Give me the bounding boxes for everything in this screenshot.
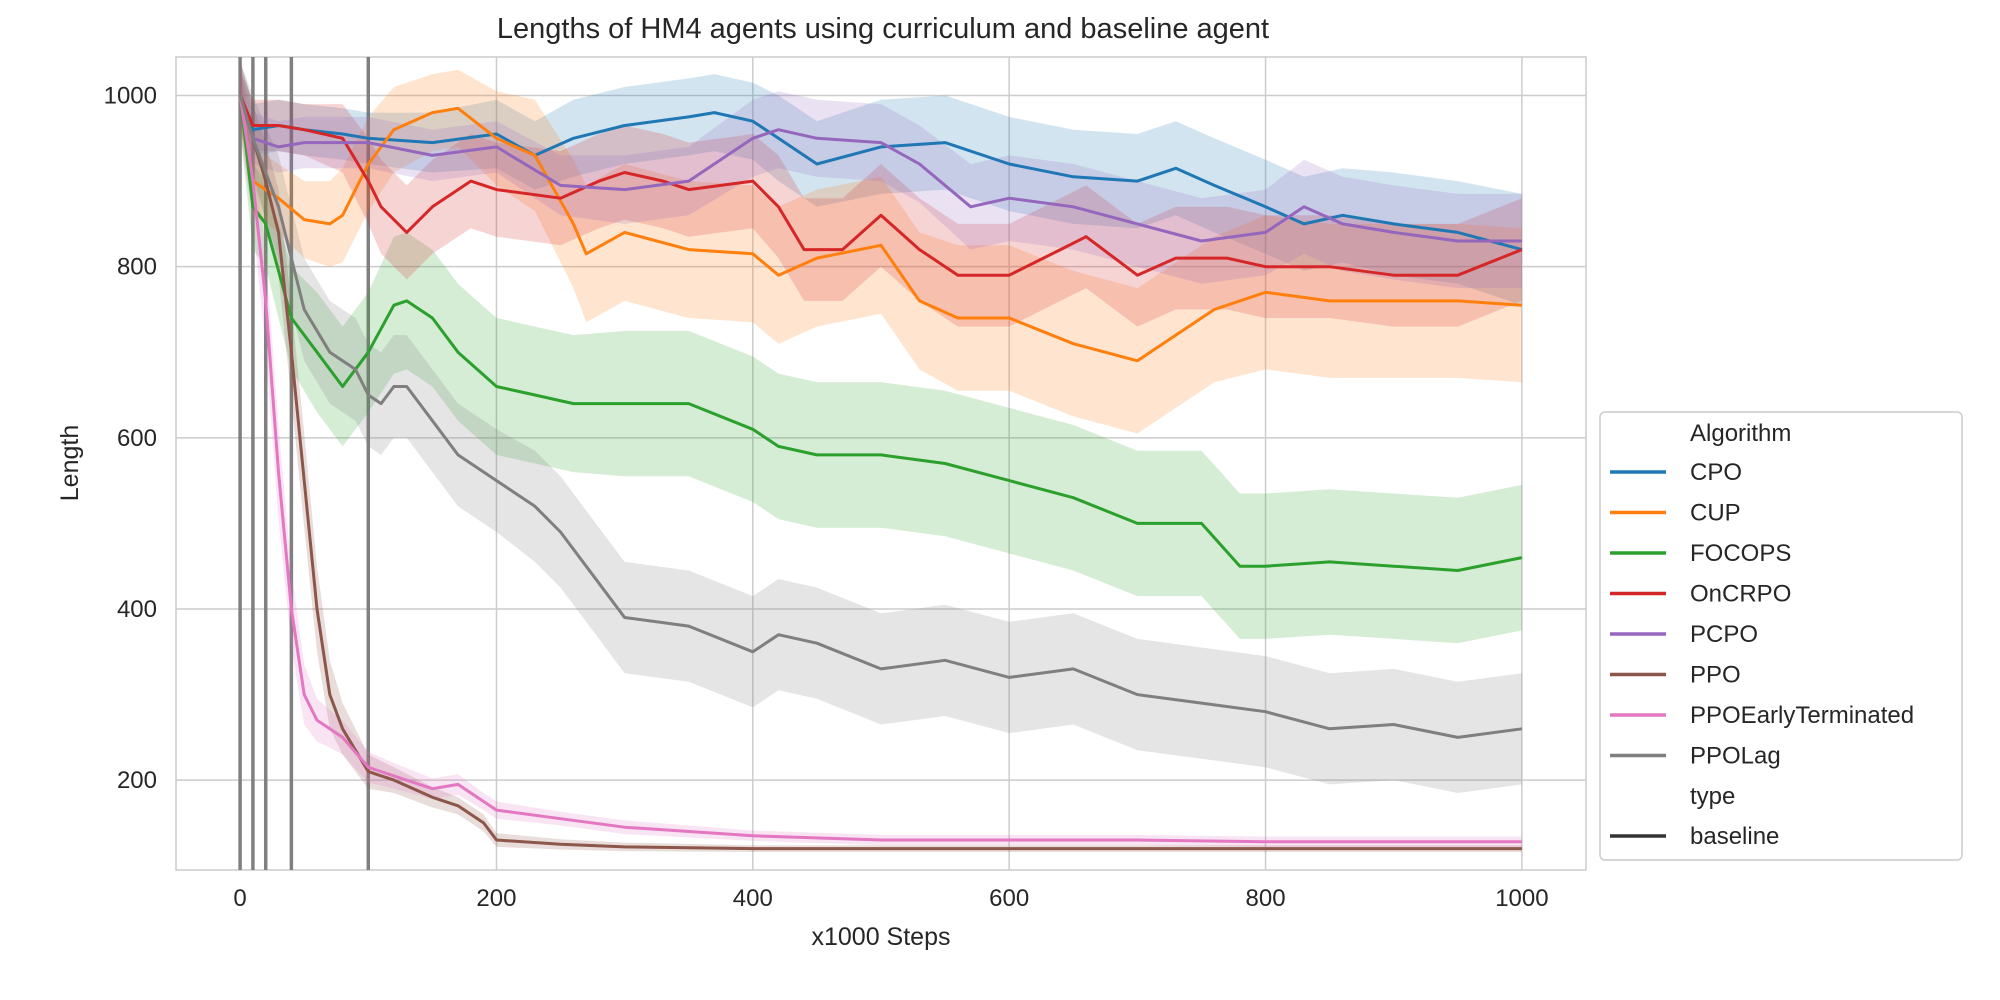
legend-hue-title: Algorithm — [1690, 420, 1791, 447]
chart-title: Lengths of HM4 agents using curriculum a… — [497, 13, 1269, 45]
band-oncrpo — [240, 69, 1522, 327]
x-tick-label: 200 — [476, 885, 516, 912]
legend-label-cpo: CPO — [1690, 459, 1742, 486]
legend-label-ppo: PPO — [1690, 662, 1741, 689]
line-ppo — [238, 95, 1522, 851]
legend-box — [1599, 411, 1963, 861]
line-ppoearlyterminated — [238, 95, 1522, 844]
x-tick-label: 1000 — [1495, 885, 1548, 912]
band-pcpo — [240, 69, 1522, 289]
legend-label-focops: FOCOPS — [1690, 540, 1791, 567]
y-axis-label: Length — [56, 425, 84, 501]
band-focops — [240, 61, 1522, 644]
y-tick-label: 400 — [117, 596, 157, 623]
legend-style-title: type — [1690, 783, 1735, 810]
y-tick-labels: 200 400 600 800 1000 — [104, 83, 157, 795]
legend-label-oncrpo: OnCRPO — [1690, 581, 1791, 608]
x-tick-label: 600 — [989, 885, 1029, 912]
y-tick-label: 600 — [117, 425, 157, 452]
band-ppolag — [240, 61, 1522, 794]
series-lines — [238, 94, 1523, 851]
x-axis-label: x1000 Steps — [812, 923, 951, 951]
line-focops — [238, 95, 1523, 572]
y-tick-label: 800 — [117, 254, 157, 281]
y-tick-label: 1000 — [104, 83, 157, 110]
x-tick-labels: 0 200 400 600 800 1000 — [233, 885, 1548, 912]
legend-label-ppoearlyterminated: PPOEarlyTerminated — [1690, 702, 1914, 729]
legend-label-cup: CUP — [1690, 500, 1741, 527]
line-ppolag — [238, 95, 1523, 739]
x-tick-label: 0 — [233, 885, 246, 912]
band-cpo — [240, 61, 1522, 306]
line-oncrpo — [238, 94, 1523, 277]
line-pcpo — [238, 95, 1522, 243]
plot-area-frame — [175, 56, 1587, 871]
line-cup — [238, 95, 1523, 363]
legend-label-ppolag: PPOLag — [1690, 743, 1781, 770]
legend-label-pcpo: PCPO — [1690, 621, 1758, 648]
x-tick-label: 800 — [1246, 885, 1286, 912]
legend-style-label: baseline — [1690, 823, 1779, 850]
line-cpo — [238, 94, 1523, 252]
y-tick-label: 200 — [117, 767, 157, 794]
x-tick-label: 400 — [733, 885, 773, 912]
legend: Algorithm CPO CUP FOCOPS OnCRPO PCPO PPO PPOEa… — [1599, 411, 1963, 861]
